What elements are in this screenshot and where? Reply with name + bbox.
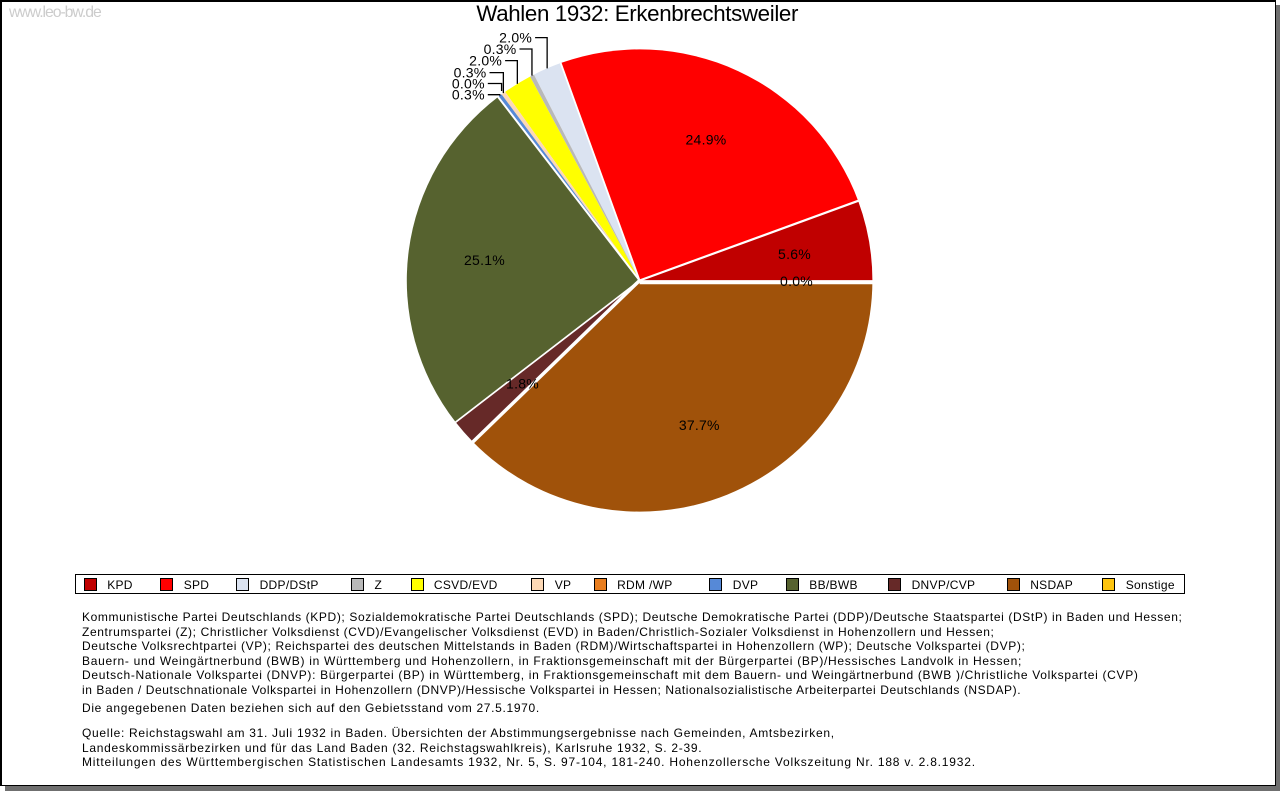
svg-text:25.1%: 25.1% — [464, 252, 505, 268]
svg-text:0.0%: 0.0% — [452, 76, 485, 92]
svg-text:1.8%: 1.8% — [506, 375, 539, 391]
svg-text:37.7%: 37.7% — [679, 417, 720, 433]
svg-text:24.9%: 24.9% — [686, 132, 727, 148]
svg-text:0.0%: 0.0% — [780, 273, 813, 289]
svg-text:0.3%: 0.3% — [452, 87, 485, 103]
svg-text:0.3%: 0.3% — [484, 41, 517, 57]
svg-text:0.3%: 0.3% — [454, 65, 487, 81]
svg-text:5.6%: 5.6% — [778, 246, 811, 262]
svg-text:2.0%: 2.0% — [499, 30, 532, 46]
svg-text:2.0%: 2.0% — [469, 53, 502, 69]
